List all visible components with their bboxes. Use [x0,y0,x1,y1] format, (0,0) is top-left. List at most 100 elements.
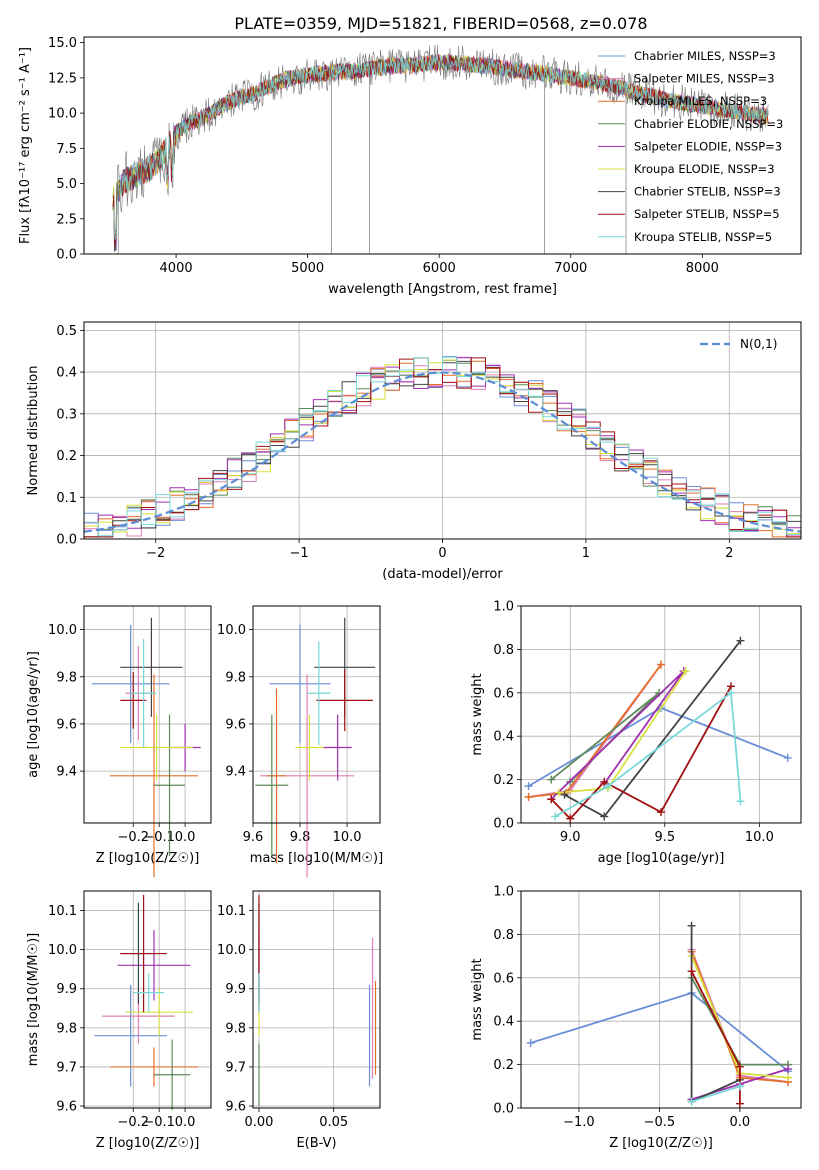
x-tick-label: −0.2 [117,830,149,845]
model-spectrum-line [112,54,769,240]
y-tick-label: 1.0 [493,600,514,615]
x-tick-label: −0.1 [143,830,175,845]
x-tick-label: 0.0 [175,1115,196,1130]
panel-spectrum: 4000 5000 6000 7000 8000 0.0 2.5 5.0 7.5 10.0 12.5… [18,36,802,297]
y-tick-label: 10.0 [217,943,246,958]
y-tick-label: 0.0 [493,817,514,832]
x-tick-label: 2 [725,546,733,561]
x-tick-label: −0.2 [117,1115,149,1130]
x-tick-label: 10.0 [333,830,362,845]
series-line [550,692,660,783]
series-line [691,1085,741,1103]
y-tick-label: 9.4 [225,765,246,780]
y-tick-label: 9.8 [56,670,77,685]
y-tick-label: 0.8 [493,643,514,658]
y-tick-label: 1.0 [493,885,514,900]
y-axis-label: Flux [fλ10⁻¹⁷ erg cm⁻² s⁻¹ A⁻¹] [18,47,33,244]
legend-label: Salpeter MILES, NSSP=3 [634,72,775,86]
y-tick-label: 9.7 [225,1060,246,1075]
y-axis-label: age [log10(age/yr)] [26,651,41,778]
x-tick-label: 9.5 [654,830,675,845]
x-tick-label: 9.6 [243,830,264,845]
y-axis-label: Normed distribution [26,366,41,496]
x-tick-label: −1 [290,546,309,561]
legend-label: N(0,1) [740,337,777,351]
y-tick-label: 0.2 [493,773,514,788]
axes-frame [83,605,212,824]
panel-residual_histogram: −2 −1 0 1 2 0.0 0.1 0.2 0.3 0.4 0.5 (data-model)/er… [26,321,802,582]
histogram-step-line [84,356,801,538]
panel-age_vs_Z: −0.2−0.1 0.0 9.4 9.6 9.8 10.0 Z [log10(Z/Z☉)] a… [26,605,212,878]
x-tick-label: 9.8 [290,830,311,845]
plot-layer: 4000 5000 6000 7000 80000.02.55.07.510.012.5… [18,36,802,1151]
legend-label: Salpeter ELODIE, NSSP=3 [634,139,782,153]
figure-title: PLATE=0359, MJD=51821, FIBERID=0568, z=0… [234,14,647,33]
axes-frame [520,605,802,824]
legend-label: Chabrier ELODIE, NSSP=3 [634,117,783,131]
y-tick-label: 10.0 [48,623,77,638]
x-tick-label: 0.0 [175,830,196,845]
x-axis-label: mass [log10(M/M☉)] [250,851,383,866]
x-axis-label: Z [log10(Z/Z☉)] [96,851,200,866]
y-tick-label: 0.0 [56,248,77,263]
x-axis-label: wavelength [Angstrom, rest frame] [328,282,557,297]
y-tick-label: 9.4 [56,765,77,780]
normal-curve-line [84,371,801,533]
x-tick-label: −0.5 [644,1115,676,1130]
axes-frame [83,36,802,255]
y-tick-label: 10.1 [217,904,246,919]
y-tick-label: 0.6 [493,971,514,986]
x-tick-label: 9.0 [560,830,581,845]
histogram-lines [84,356,801,538]
y-tick-label: 9.8 [56,1021,77,1036]
axes-frame [252,605,381,824]
spectrum-lines [112,45,769,254]
panel-age_vs_mass: 9.6 9.8 10.0 9.4 9.6 9.8 10.0 mass [log10(M/M☉)… [217,605,383,878]
panel-mass_vs_EBV: 0.00 0.05 9.6 9.7 9.8 9.9 10.0 10.1 E(B-V) [217,890,381,1151]
y-tick-label: 9.9 [56,982,77,997]
y-tick-label: 0.8 [493,928,514,943]
panel-mass_vs_Z: −0.2−0.1 0.0 9.6 9.7 9.8 9.9 10.0 10.1 Z [log10(… [26,890,212,1151]
y-tick-label: 9.8 [225,1021,246,1036]
x-tick-label: −0.1 [143,1115,175,1130]
y-tick-label: 0.6 [493,686,514,701]
y-tick-label: 0.4 [56,366,77,381]
legend-label: Salpeter STELIB, NSSP=5 [634,207,780,221]
y-tick-label: 9.6 [225,717,246,732]
y-tick-label: 0.4 [493,730,514,745]
axes-frame [83,321,802,540]
y-tick-label: 0.3 [56,407,77,422]
x-axis-label: (data-model)/error [382,567,503,582]
x-tick-label: 10.0 [745,830,774,845]
x-axis-label: Z [log10(Z/Z☉)] [96,1136,200,1151]
axes-frame [520,890,802,1109]
axes-frame [83,890,212,1109]
y-tick-label: 9.6 [56,717,77,732]
y-tick-label: 9.6 [225,1100,246,1115]
y-tick-label: 7.5 [56,142,77,157]
y-tick-label: 9.9 [225,982,246,997]
legend-label: Kroupa MILES, NSSP=3 [634,94,767,108]
y-tick-label: 9.6 [56,1100,77,1115]
legend-label: Chabrier STELIB, NSSP=3 [634,185,781,199]
y-tick-label: 9.8 [225,670,246,685]
y-tick-label: 0.5 [56,324,77,339]
y-tick-label: 10.0 [217,623,246,638]
y-tick-label: 0.4 [493,1015,514,1030]
x-tick-label: 0.0 [730,1115,751,1130]
y-tick-label: 5.0 [56,177,77,192]
y-tick-label: 0.2 [56,449,77,464]
y-tick-label: 10.1 [48,904,77,919]
y-tick-label: 10.0 [48,107,77,122]
y-tick-label: 0.0 [493,1102,514,1117]
y-tick-label: 0.2 [493,1058,514,1073]
x-tick-label: 4000 [160,261,193,276]
y-tick-label: 15.0 [48,36,77,51]
panel-mass_weight_vs_Z: −1.0 −0.5 0.0 0.0 0.2 0.4 0.6 0.8 1.0 Z [log10(Z/… [470,885,802,1151]
x-tick-label: 0.00 [244,1115,273,1130]
y-tick-label: 12.5 [48,71,77,86]
legend-label: Chabrier MILES, NSSP=3 [634,49,776,63]
x-tick-label: 0 [438,546,446,561]
y-axis-label: mass [log10(M/M☉)] [26,933,41,1066]
